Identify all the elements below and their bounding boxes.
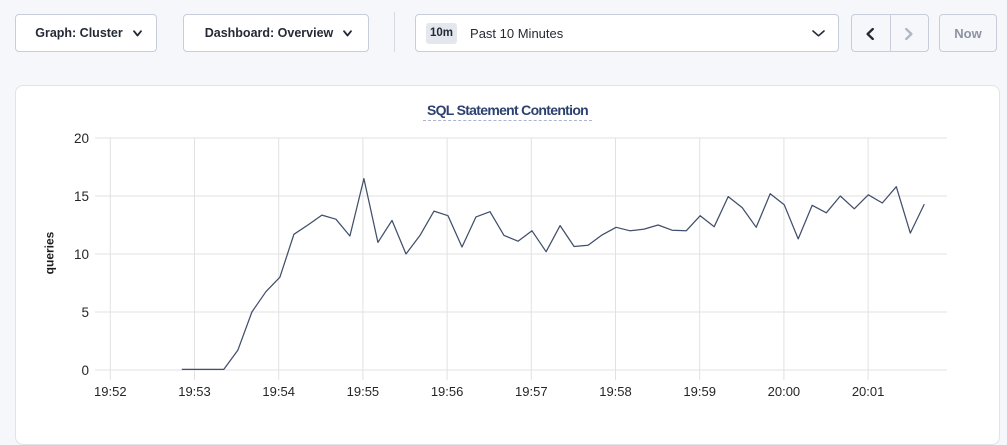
svg-text:15: 15 bbox=[74, 189, 89, 204]
svg-text:queries: queries bbox=[43, 231, 57, 274]
svg-text:19:57: 19:57 bbox=[515, 384, 548, 399]
svg-text:19:56: 19:56 bbox=[431, 384, 464, 399]
svg-text:19:54: 19:54 bbox=[262, 384, 295, 399]
svg-text:19:53: 19:53 bbox=[178, 384, 211, 399]
svg-text:20: 20 bbox=[74, 131, 89, 146]
svg-text:19:59: 19:59 bbox=[683, 384, 716, 399]
svg-text:19:55: 19:55 bbox=[347, 384, 380, 399]
svg-text:20:00: 20:00 bbox=[768, 384, 801, 399]
svg-text:19:52: 19:52 bbox=[94, 384, 127, 399]
svg-text:0: 0 bbox=[81, 363, 89, 378]
svg-text:10: 10 bbox=[74, 247, 89, 262]
svg-text:20:01: 20:01 bbox=[852, 384, 885, 399]
svg-text:5: 5 bbox=[81, 305, 89, 320]
svg-text:19:58: 19:58 bbox=[599, 384, 632, 399]
